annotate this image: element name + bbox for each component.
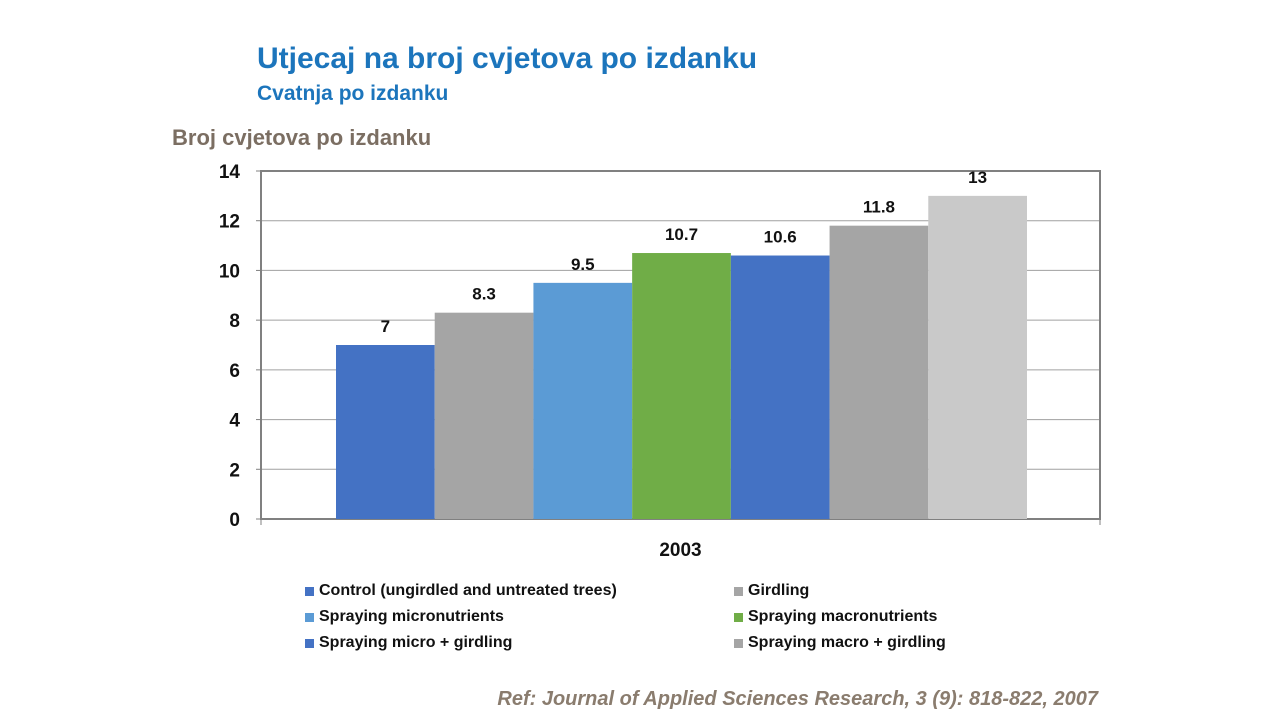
legend-swatch xyxy=(734,638,743,648)
data-label: 7 xyxy=(381,317,390,336)
y-tick-label: 2 xyxy=(229,460,240,481)
data-label: 10.7 xyxy=(665,225,698,244)
legend-label: Spraying micro + girdling xyxy=(319,634,513,651)
data-label: 9.5 xyxy=(571,255,595,274)
slide-title: Utjecaj na broj cvjetova po izdanku xyxy=(257,42,758,75)
legend-swatch xyxy=(305,612,314,622)
bar xyxy=(533,282,633,519)
bar xyxy=(829,225,929,519)
data-label: 13 xyxy=(968,168,987,187)
legend-item: Spraying micronutrients xyxy=(305,608,504,626)
bar xyxy=(336,345,435,519)
y-tick-label: 8 xyxy=(229,311,240,332)
y-tick-label: 14 xyxy=(219,162,241,183)
legend-item: Girdling xyxy=(734,582,809,600)
bar xyxy=(632,253,731,519)
data-label: 8.3 xyxy=(472,285,496,304)
y-tick-label: 6 xyxy=(229,361,240,382)
legend-label: Spraying macronutrients xyxy=(748,608,938,625)
legend-label: Spraying micronutrients xyxy=(319,608,504,625)
legend-item: Spraying micro + girdling xyxy=(305,634,512,652)
legend-swatch xyxy=(305,638,314,648)
slide-subtitle: Cvatnja po izdanku xyxy=(257,82,449,105)
legend-item: Spraying macro + girdling xyxy=(734,634,946,652)
legend-swatch xyxy=(305,586,314,596)
bar xyxy=(730,255,830,519)
legend-swatch xyxy=(734,586,743,596)
y-tick-label: 10 xyxy=(219,261,240,282)
y-tick-label: 12 xyxy=(219,212,240,233)
legend-label: Spraying macro + girdling xyxy=(748,634,946,651)
data-label: 10.6 xyxy=(764,228,797,247)
legend-item: Control (ungirdled and untreated trees) xyxy=(305,582,617,600)
legend-label: Girdling xyxy=(748,582,810,599)
x-category-label: 2003 xyxy=(659,540,701,561)
legend-label: Control (ungirdled and untreated trees) xyxy=(319,582,617,599)
legend-item: Spraying macronutrients xyxy=(734,608,937,626)
bar xyxy=(928,195,1027,519)
reference-text: Ref: Journal of Applied Sciences Researc… xyxy=(497,688,1098,710)
y-tick-label: 0 xyxy=(229,510,240,531)
y-tick-label: 4 xyxy=(229,411,240,432)
legend-swatch xyxy=(734,612,743,622)
bar xyxy=(434,312,534,519)
y-axis-label: Broj cvjetova po izdanku xyxy=(172,125,432,150)
data-label: 11.8 xyxy=(863,198,895,217)
